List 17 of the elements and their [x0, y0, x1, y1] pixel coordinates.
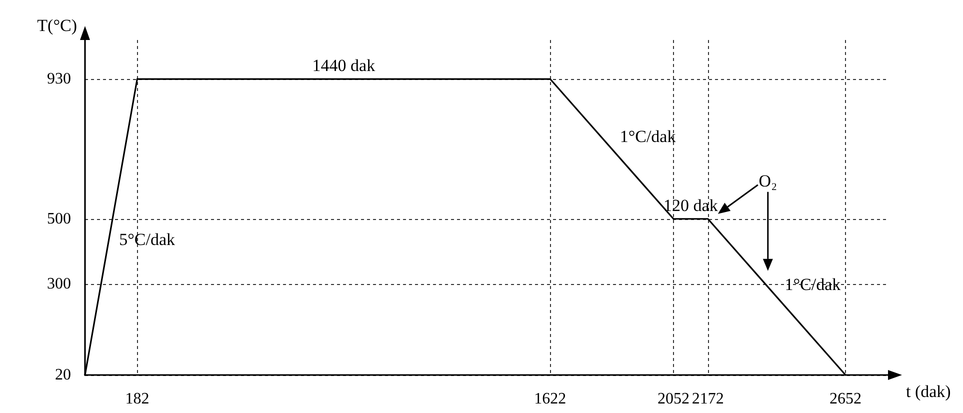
y-tick-label: 500 [47, 210, 71, 228]
y-tick-label: 20 [55, 366, 71, 384]
y-tick-label: 300 [47, 275, 71, 292]
annotation: 1°C/dak [620, 126, 676, 146]
y-axis-title: T(°C) [37, 16, 77, 35]
annotation: 5°C/dak [119, 230, 176, 250]
annotation: O₂ [758, 171, 778, 190]
y-tick-label: 930 [47, 70, 71, 88]
annotation: 1°C/dak [784, 274, 842, 294]
annotation: 120 dak [664, 196, 718, 215]
x-tick-label: 182 [125, 390, 150, 408]
x-tick-label: 2172 [692, 390, 724, 408]
annotation: 1440 dak [312, 56, 376, 76]
x-axis-title: t (dak) [906, 382, 951, 401]
x-tick-label: 1622 [534, 390, 566, 408]
x-tick-label: 2652 [830, 390, 862, 408]
x-tick-label: 2052 [657, 390, 690, 408]
